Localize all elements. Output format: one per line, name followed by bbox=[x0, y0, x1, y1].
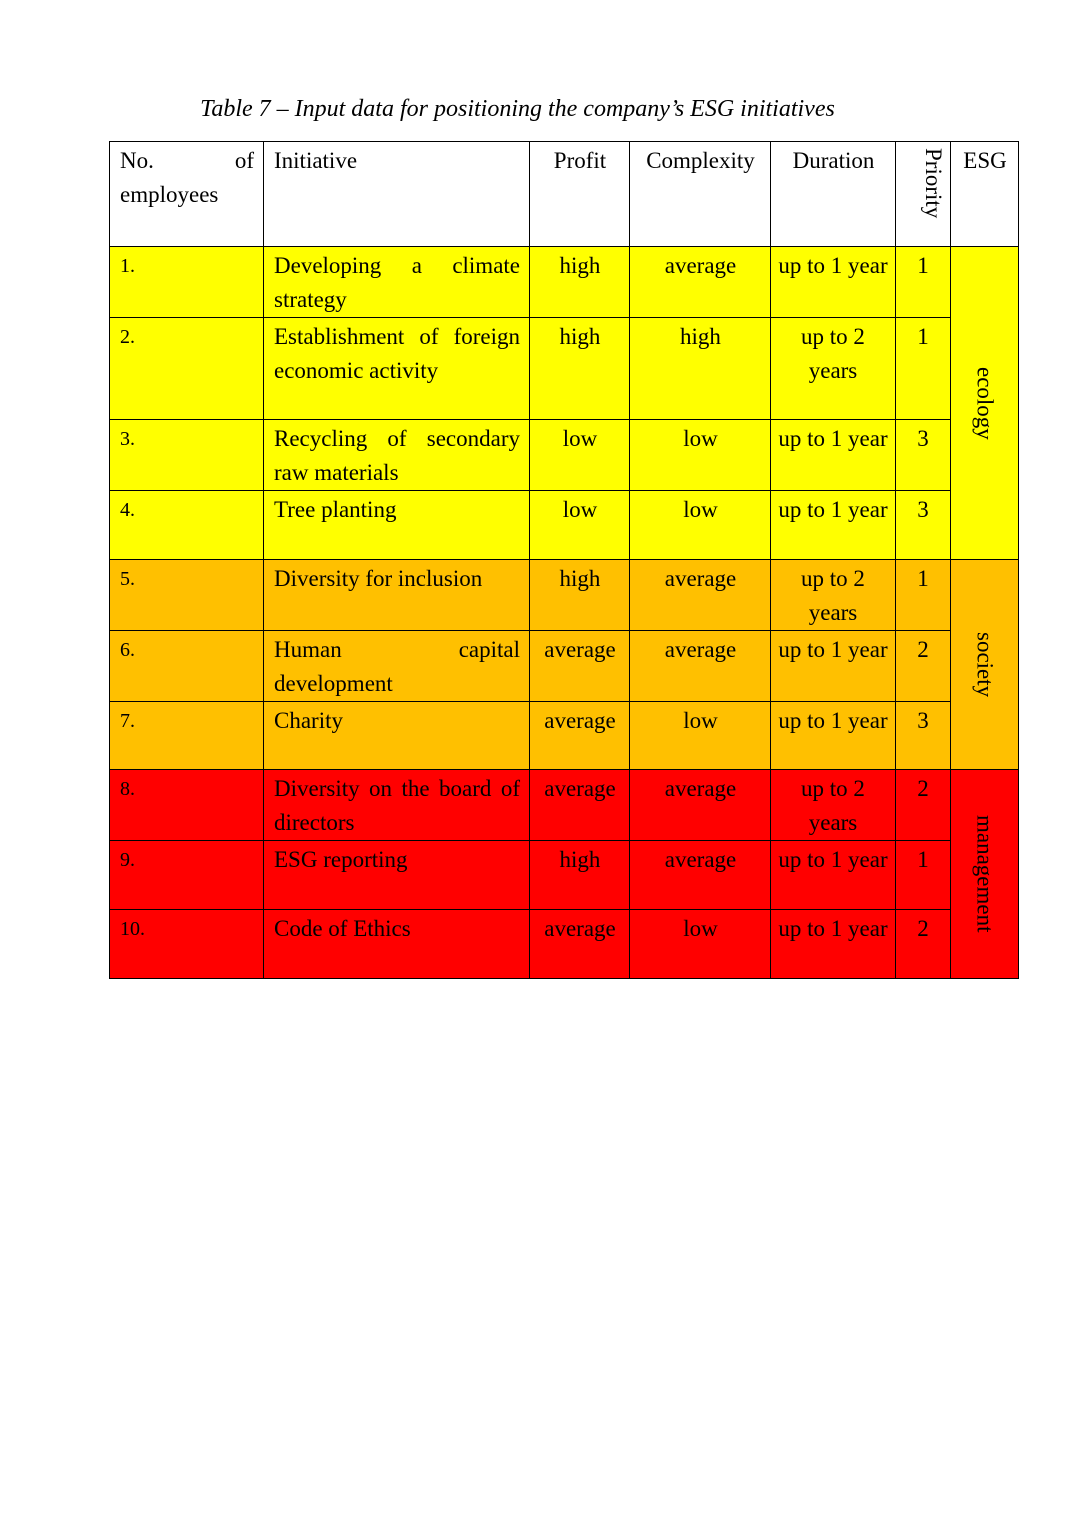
header-complexity: Complexity bbox=[629, 141, 771, 247]
header-priority: Priority bbox=[895, 141, 951, 247]
row-number: 6. bbox=[109, 630, 264, 702]
profit-cell: high bbox=[529, 317, 630, 420]
initiative-cell: Establishment of foreign economic activi… bbox=[263, 317, 530, 420]
priority-cell: 2 bbox=[895, 769, 951, 841]
header-row: No. of employees Initiative Profit Compl… bbox=[109, 141, 1019, 247]
initiative-cell: Developing a climate strategy bbox=[263, 246, 530, 318]
table-row: 8. Diversity on the board of directors ave… bbox=[109, 769, 1019, 979]
row-number: 5. bbox=[109, 559, 264, 631]
duration-cell: up to 1 year bbox=[770, 840, 896, 910]
esg-category-society: society bbox=[950, 559, 1019, 770]
initiative-cell: Charity bbox=[263, 701, 530, 770]
initiative-cell: Diversity for inclusion bbox=[263, 559, 530, 631]
complexity-cell: average bbox=[629, 559, 771, 631]
duration-cell: up to 1 year bbox=[770, 701, 896, 770]
priority-cell: 1 bbox=[895, 317, 951, 420]
profit-cell: high bbox=[529, 559, 630, 631]
duration-cell: up to 1 year bbox=[770, 909, 896, 979]
row-number: 3. bbox=[109, 419, 264, 491]
table-row: 6. Human capital development average averag… bbox=[109, 630, 1019, 702]
priority-cell: 3 bbox=[895, 419, 951, 491]
profit-cell: average bbox=[529, 769, 630, 841]
profit-cell: high bbox=[529, 840, 630, 910]
duration-cell: up to 1 year bbox=[770, 490, 896, 560]
profit-cell: average bbox=[529, 630, 630, 702]
initiative-cell: Code of Ethics bbox=[263, 909, 530, 979]
row-number: 1. bbox=[109, 246, 264, 318]
row-number: 2. bbox=[109, 317, 264, 420]
table-row: 3. Recycling of secondary raw materials lo… bbox=[109, 419, 1019, 491]
row-number: 4. bbox=[109, 490, 264, 560]
table-row: 7. Charity average low up to 1 year 3 bbox=[109, 701, 1019, 770]
priority-cell: 1 bbox=[895, 246, 951, 318]
complexity-cell: average bbox=[629, 246, 771, 318]
duration-cell: up to 1 year bbox=[770, 419, 896, 491]
priority-cell: 1 bbox=[895, 559, 951, 631]
complexity-cell: average bbox=[629, 769, 771, 841]
initiative-cell: ESG reporting bbox=[263, 840, 530, 910]
priority-cell: 2 bbox=[895, 909, 951, 979]
complexity-cell: average bbox=[629, 630, 771, 702]
profit-cell: low bbox=[529, 419, 630, 491]
row-number: 8. bbox=[109, 769, 264, 841]
complexity-cell: average bbox=[629, 840, 771, 910]
initiative-cell: Recycling of secondary raw materials bbox=[263, 419, 530, 491]
initiative-cell: Tree planting bbox=[263, 490, 530, 560]
priority-cell: 3 bbox=[895, 490, 951, 560]
table-row: 2. Establishment of foreign economic acti… bbox=[109, 317, 1019, 420]
row-number: 7. bbox=[109, 701, 264, 770]
row-number: 9. bbox=[109, 840, 264, 910]
header-initiative: Initiative bbox=[263, 141, 530, 247]
header-esg: ESG bbox=[950, 141, 1019, 247]
priority-cell: 1 bbox=[895, 840, 951, 910]
profit-cell: average bbox=[529, 701, 630, 770]
complexity-cell: low bbox=[629, 419, 771, 491]
table-row: 1. Developing a climate strategy high avera… bbox=[109, 246, 1019, 560]
header-profit: Profit bbox=[529, 141, 630, 247]
initiative-cell: Diversity on the board of directors bbox=[263, 769, 530, 841]
complexity-cell: low bbox=[629, 909, 771, 979]
profit-cell: low bbox=[529, 490, 630, 560]
table-caption: Table 7 – Input data for positioning the… bbox=[200, 96, 835, 122]
priority-cell: 3 bbox=[895, 701, 951, 770]
table-body: 1. Developing a climate strategy high avera… bbox=[109, 246, 1019, 979]
profit-cell: high bbox=[529, 246, 630, 318]
header-duration: Duration bbox=[770, 141, 896, 247]
duration-cell: up to 2 years bbox=[770, 317, 896, 420]
initiative-cell: Human capital development bbox=[263, 630, 530, 702]
priority-cell: 2 bbox=[895, 630, 951, 702]
esg-category-ecology: ecology bbox=[950, 246, 1019, 560]
complexity-cell: high bbox=[629, 317, 771, 420]
header-no-of-employees: No. of employees bbox=[109, 141, 264, 247]
row-number: 10. bbox=[109, 909, 264, 979]
table-row: 4. Tree planting low low up to 1 year 3 bbox=[109, 490, 1019, 560]
esg-category-management: management bbox=[950, 769, 1019, 979]
profit-cell: average bbox=[529, 909, 630, 979]
table-row: 10. Code of Ethics average low up to 1 year 2 bbox=[109, 909, 1019, 979]
complexity-cell: low bbox=[629, 490, 771, 560]
esg-initiatives-table: No. of employees Initiative Profit Compl… bbox=[109, 141, 1019, 979]
complexity-cell: low bbox=[629, 701, 771, 770]
table-row: 5. Diversity for inclusion high average up t… bbox=[109, 559, 1019, 770]
duration-cell: up to 1 year bbox=[770, 630, 896, 702]
duration-cell: up to 2 years bbox=[770, 559, 896, 631]
duration-cell: up to 1 year bbox=[770, 246, 896, 318]
table-row: 9. ESG reporting high average up to 1 year 1 bbox=[109, 840, 1019, 910]
duration-cell: up to 2 years bbox=[770, 769, 896, 841]
